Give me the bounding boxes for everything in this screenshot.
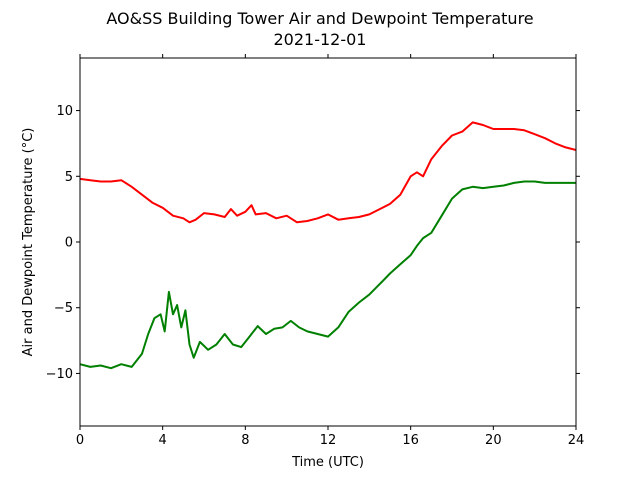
plot-frame: [79, 57, 577, 427]
y-tick-label: 10: [56, 104, 73, 119]
x-tick-label: 20: [485, 433, 502, 448]
x-tick-label: 8: [241, 433, 249, 448]
x-tick-label: 0: [76, 433, 84, 448]
x-tick-label: 12: [320, 433, 337, 448]
x-axis-label: Time (UTC): [291, 455, 364, 470]
x-tick-label: 4: [159, 433, 167, 448]
y-tick-label: −5: [54, 301, 73, 316]
y-tick-label: 5: [65, 170, 73, 185]
series-line-1: [79, 180, 576, 370]
y-axis-label: Air and Dewpoint Temperature (°C): [21, 128, 36, 357]
plot-area: 0 4 8 12 16 20 24 −10 −5 0 5 10: [46, 54, 585, 448]
y-tick-label: 0: [65, 236, 73, 251]
chart-subtitle: 2021-12-01: [274, 30, 367, 49]
x-tick-label: 16: [402, 433, 419, 448]
y-tick-label: −10: [46, 367, 73, 382]
x-tick-label: 24: [568, 433, 585, 448]
chart-title: AO&SS Building Tower Air and Dewpoint Te…: [106, 9, 533, 28]
series-line-0: [79, 121, 577, 224]
